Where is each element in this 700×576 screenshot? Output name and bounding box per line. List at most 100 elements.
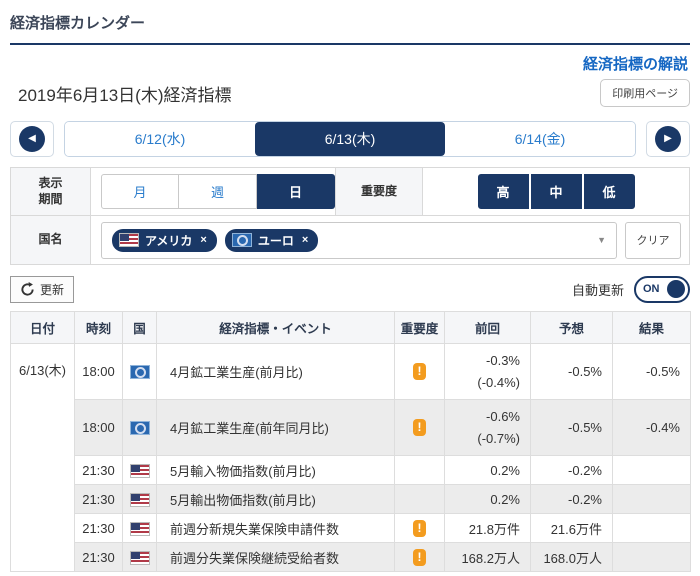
date-cell: 6/13(木) [10, 343, 75, 572]
country-tag-euro[interactable]: ユーロ × [224, 228, 319, 252]
forecast-cell: -0.2% [530, 455, 613, 485]
result-cell: -0.5% [612, 343, 691, 400]
period-label: 表示 期間 [11, 168, 91, 215]
previous-cell: 168.2万人 [444, 542, 531, 572]
country-tag-usa[interactable]: アメリカ × [112, 228, 217, 252]
country-row: 国名 アメリカ × ユーロ × ▼ クリア [11, 215, 689, 264]
col-header-event: 経済指標・イベント [156, 311, 395, 344]
importance-icon: ! [413, 419, 426, 436]
col-header-forecast: 予想 [530, 311, 613, 344]
forecast-cell: -0.5% [530, 343, 613, 400]
us-flag-icon [119, 233, 139, 247]
table-row: 6/13(木) 18:00 4月鉱工業生産(前月比) ! -0.3% (-0.4%… [10, 343, 691, 572]
auto-update-label: 自動更新 [571, 282, 624, 298]
next-day-button[interactable]: ▶ [646, 121, 690, 157]
col-header-previous: 前回 [444, 311, 531, 344]
country-area: アメリカ × ユーロ × ▼ クリア [91, 216, 689, 264]
date-tab-strip: 6/12(水) 6/13(木) 6/14(金) [64, 121, 636, 157]
print-page-button[interactable]: 印刷用ページ [600, 79, 690, 107]
importance-label: 重要度 [335, 168, 423, 215]
previous-cell: 0.2% [444, 455, 531, 485]
us-flag-icon [129, 550, 150, 565]
tab-date-0614[interactable]: 6/14(金) [445, 122, 635, 156]
importance-icon: ! [413, 519, 426, 537]
us-flag-icon [129, 492, 150, 507]
date-navigation: ◀ 6/12(水) 6/13(木) 6/14(金) ▶ [10, 121, 690, 157]
refresh-button-label: 更新 [40, 282, 65, 297]
result-cell [612, 542, 691, 572]
country-label: 国名 [11, 216, 91, 264]
indicator-table: 日付 時刻 国 経済指標・イベント 重要度 前回 予想 結果 6/13(木) 1… [10, 311, 691, 572]
previous-cell: 21.8万件 [444, 513, 531, 543]
remove-tag-icon[interactable]: × [301, 234, 309, 246]
table-row: 21:30 5月輸入物価指数(前月比) ! 0.2% -0.2% [11, 455, 691, 485]
table-row: 21:30 前週分新規失業保険申請件数 ! 21.8万件 21.6万件 [11, 513, 691, 543]
time-cell: 18:00 [74, 343, 123, 400]
auto-update-toggle[interactable]: ON [634, 275, 690, 303]
country-tag-label: アメリカ [145, 233, 193, 248]
previous-revised-value: (-0.7%) [477, 430, 520, 446]
event-cell: 前週分失業保険継続受給者数 [156, 542, 395, 572]
forecast-cell: 21.6万件 [530, 513, 613, 543]
event-cell: 5月輸入物価指数(前月比) [156, 455, 395, 485]
importance-options: 高 中 低 [423, 168, 689, 215]
previous-value: -0.3% [486, 352, 520, 368]
table-row: 21:30 5月輸出物価指数(前月比) ! 0.2% -0.2% [11, 484, 691, 514]
importance-option-low[interactable]: 低 [583, 174, 635, 209]
period-label-line2: 期間 [38, 191, 63, 206]
eu-flag-icon [231, 233, 252, 247]
result-cell: -0.4% [612, 399, 691, 456]
tab-date-0612[interactable]: 6/12(水) [65, 122, 255, 156]
toggle-state-label: ON [643, 283, 660, 295]
refresh-bar: 更新 自動更新 ON [10, 275, 690, 303]
toggle-knob [667, 280, 685, 298]
event-cell: 4月鉱工業生産(前年同月比) [156, 399, 395, 456]
next-arrow-icon: ▶ [655, 126, 681, 152]
period-option-day[interactable]: 日 [257, 174, 335, 209]
result-cell [612, 484, 691, 514]
prev-arrow-icon: ◀ [19, 126, 45, 152]
period-label-line1: 表示 [38, 175, 63, 190]
forecast-cell: -0.5% [530, 399, 613, 456]
table-row: 18:00 4月鉱工業生産(前年同月比) ! -0.6% (-0.7%) -0.5… [11, 399, 691, 456]
importance-icon: ! [413, 548, 426, 566]
title-divider [10, 43, 690, 45]
auto-update-wrap: 自動更新 ON [571, 275, 690, 303]
remove-tag-icon[interactable]: × [200, 234, 207, 246]
importance-option-high[interactable]: 高 [477, 174, 529, 209]
col-header-time: 時刻 [74, 311, 123, 344]
previous-cell: 0.2% [444, 484, 531, 514]
previous-revised-value: (-0.4%) [477, 374, 520, 390]
period-option-week[interactable]: 週 [179, 174, 257, 209]
tab-date-0613-active[interactable]: 6/13(木) [255, 122, 445, 156]
time-cell: 21:30 [74, 513, 123, 543]
indicator-explanation-link[interactable]: 経済指標の解説 [582, 56, 688, 73]
us-flag-icon [129, 463, 150, 478]
country-tag-label: ユーロ [257, 233, 294, 248]
prev-day-button[interactable]: ◀ [10, 121, 54, 157]
time-cell: 21:30 [74, 484, 123, 514]
period-option-month[interactable]: 月 [101, 174, 179, 209]
date-heading: 2019年6月13日(木)経済指標 [18, 85, 232, 105]
col-header-country: 国 [122, 311, 157, 344]
period-importance-row: 表示 期間 月 週 日 重要度 高 中 低 [11, 168, 689, 215]
time-cell: 18:00 [74, 399, 123, 456]
forecast-cell: 168.0万人 [530, 542, 613, 572]
col-header-result: 結果 [612, 311, 691, 344]
country-select[interactable]: アメリカ × ユーロ × ▼ [101, 221, 617, 259]
us-flag-icon [129, 521, 150, 536]
forecast-cell: -0.2% [530, 484, 613, 514]
clear-button[interactable]: クリア [625, 221, 681, 259]
result-cell [612, 455, 691, 485]
table-header-row: 日付 時刻 国 経済指標・イベント 重要度 前回 予想 結果 [10, 311, 691, 344]
col-header-date: 日付 [10, 311, 75, 344]
col-header-importance: 重要度 [394, 311, 445, 344]
chevron-down-icon[interactable]: ▼ [597, 235, 606, 245]
event-cell: 4月鉱工業生産(前月比) [156, 343, 395, 400]
refresh-button[interactable]: 更新 [10, 275, 75, 303]
time-cell: 21:30 [74, 542, 123, 572]
previous-cell: -0.6% (-0.7%) [444, 399, 531, 456]
importance-option-mid[interactable]: 中 [530, 174, 582, 209]
table-row: 21:30 前週分失業保険継続受給者数 ! 168.2万人 168.0万人 [11, 542, 691, 572]
